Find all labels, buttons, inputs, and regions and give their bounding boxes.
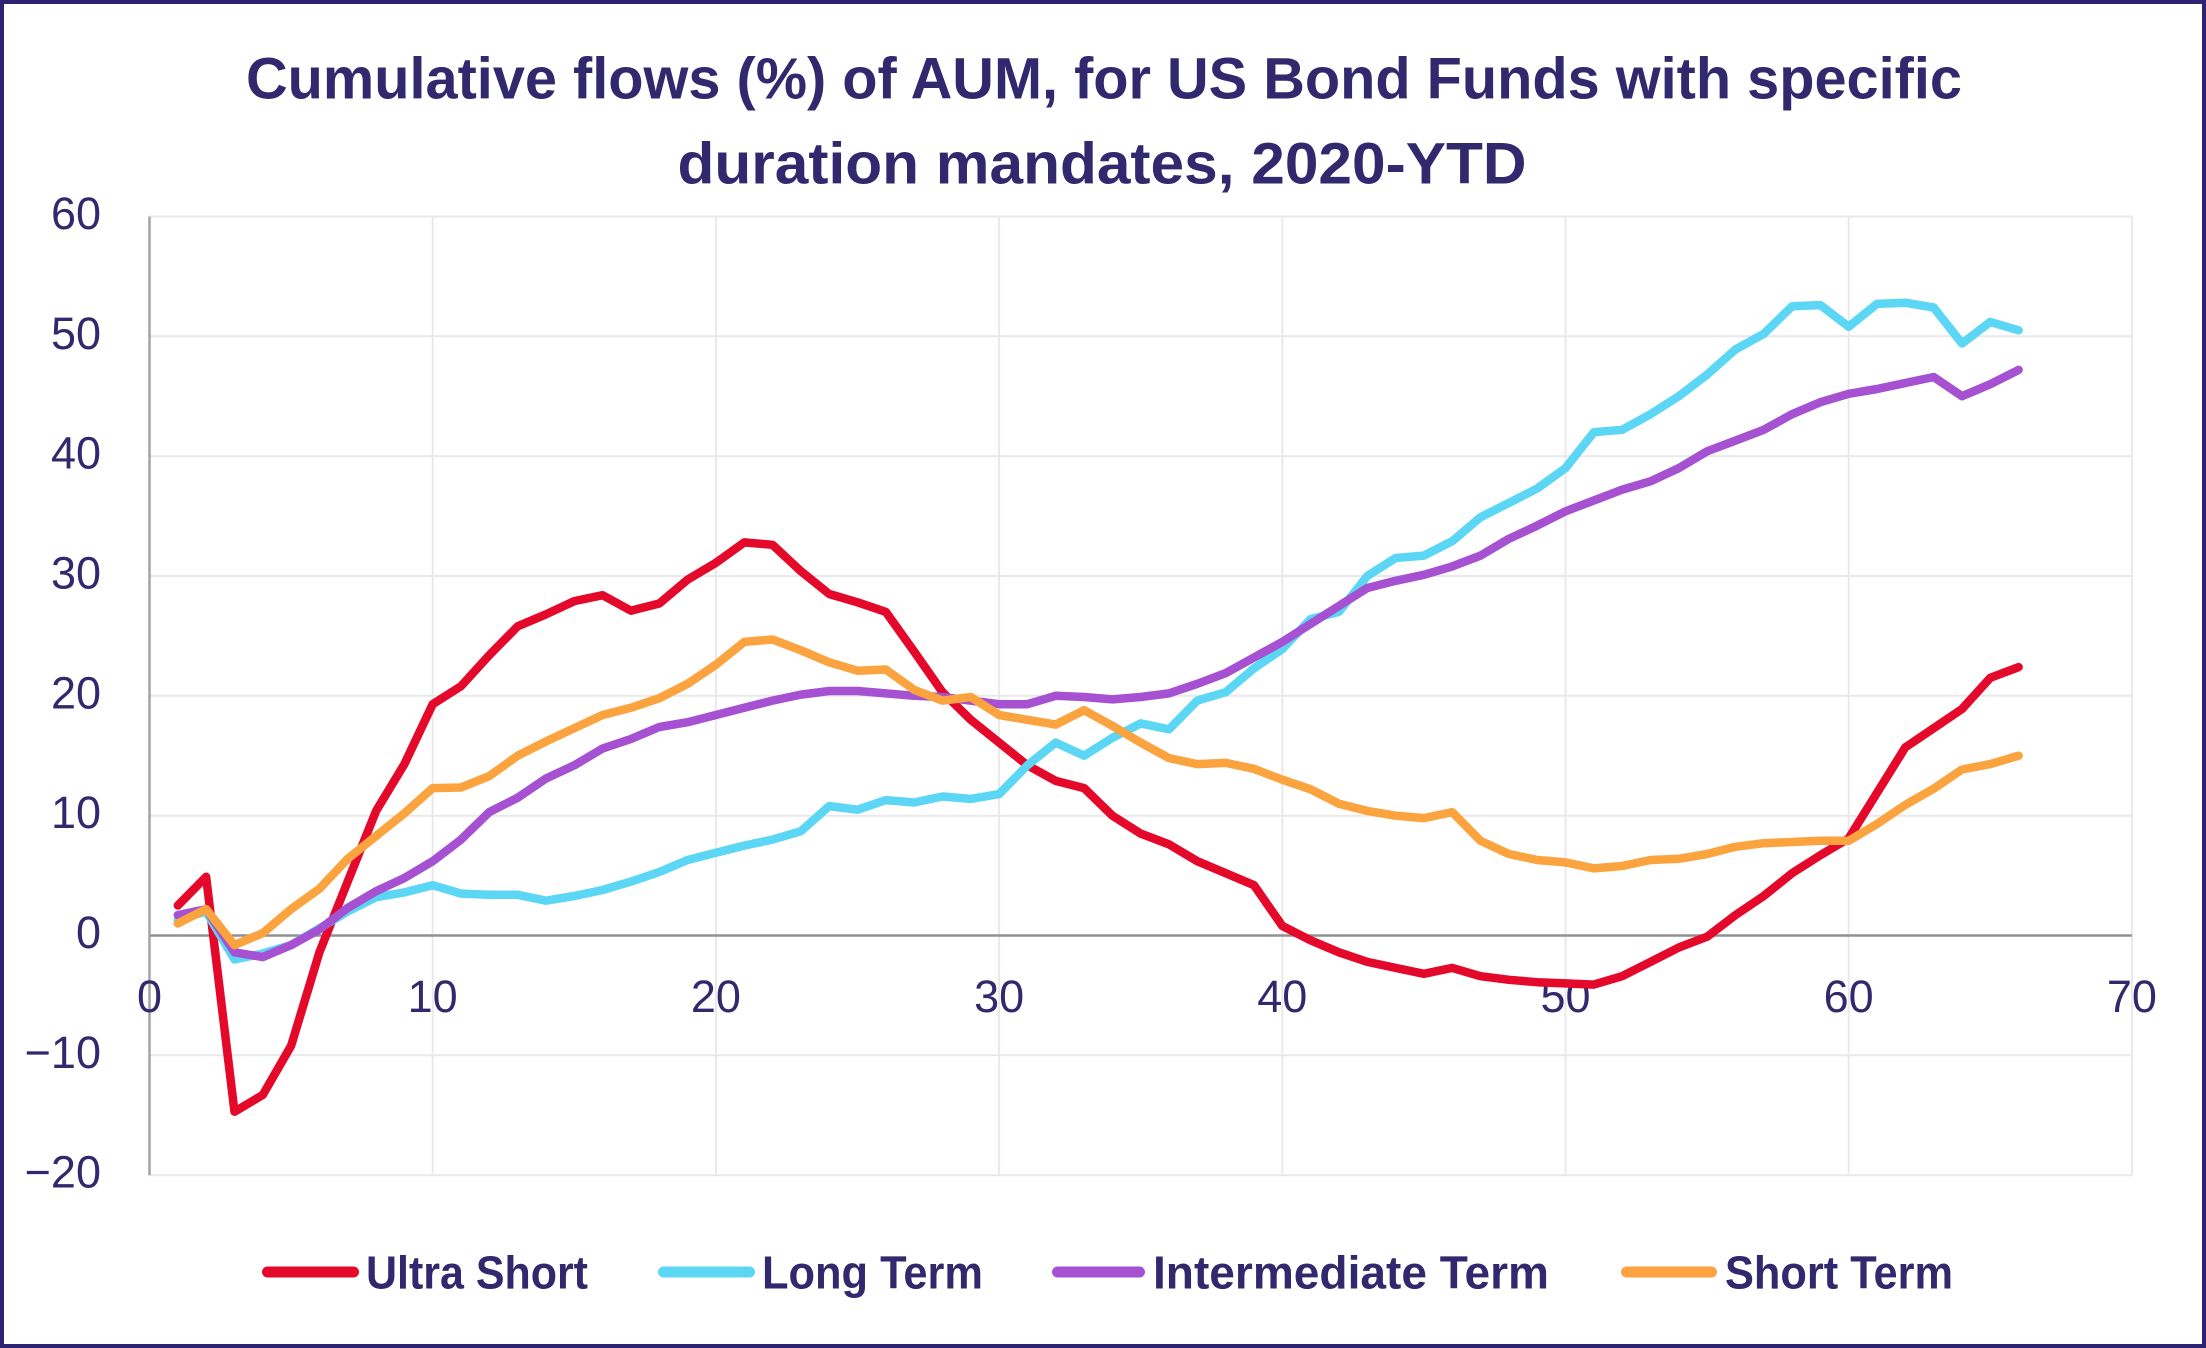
svg-text:40: 40 [51,428,101,479]
svg-text:60: 60 [51,188,101,239]
svg-text:Long Term: Long Term [762,1247,983,1299]
svg-text:10: 10 [51,787,101,838]
svg-text:10: 10 [408,971,458,1022]
svg-text:duration mandates, 2020-YTD: duration mandates, 2020-YTD [678,131,1527,196]
svg-text:−20: −20 [25,1147,101,1198]
svg-text:20: 20 [51,667,101,718]
svg-text:70: 70 [2107,971,2157,1022]
svg-text:40: 40 [1257,971,1307,1022]
svg-text:Intermediate Term: Intermediate Term [1153,1247,1549,1299]
svg-text:Ultra Short: Ultra Short [366,1247,588,1299]
svg-text:−10: −10 [25,1027,101,1078]
svg-text:Cumulative flows (%) of AUM, f: Cumulative flows (%) of AUM, for US Bond… [246,47,1962,112]
svg-text:30: 30 [974,971,1024,1022]
svg-text:20: 20 [691,971,741,1022]
svg-text:50: 50 [51,308,101,359]
svg-text:Short Term: Short Term [1725,1247,1953,1299]
svg-text:60: 60 [1824,971,1874,1022]
svg-text:30: 30 [51,548,101,599]
svg-text:0: 0 [137,971,162,1022]
svg-text:0: 0 [76,907,101,958]
